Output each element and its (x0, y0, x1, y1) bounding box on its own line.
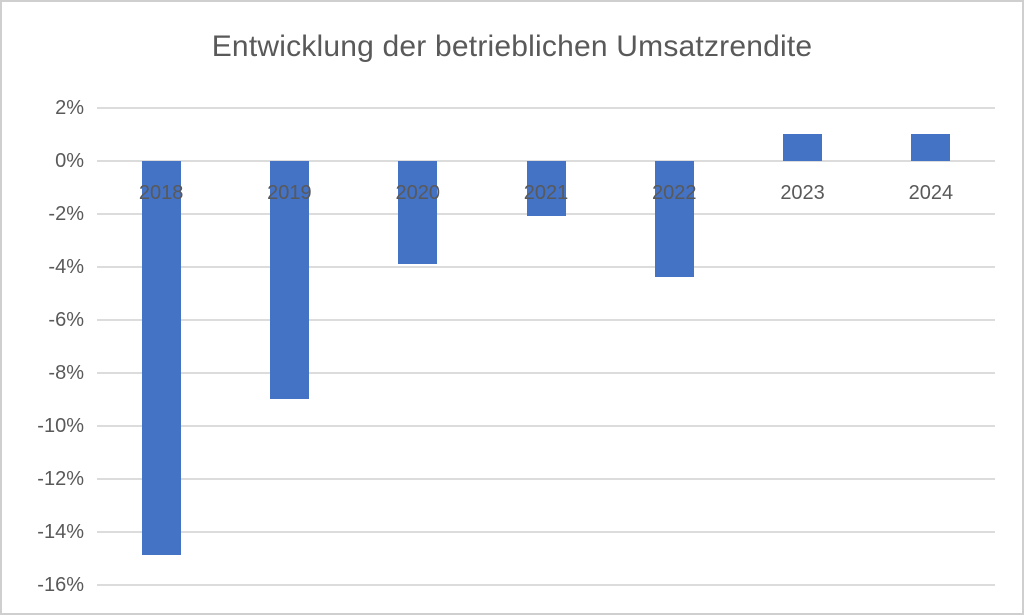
y-axis-tick-label: -10% (37, 414, 84, 437)
y-axis-tick-label: -8% (48, 361, 84, 384)
gridline (97, 477, 995, 480)
y-axis-tick-label: -2% (48, 202, 84, 225)
gridline (97, 371, 995, 374)
x-axis-label-2021: 2021 (523, 181, 569, 204)
bar-2022 (654, 160, 694, 278)
y-axis-tick-label: 0% (55, 149, 84, 172)
bar-2021 (526, 160, 566, 217)
x-axis-label-2018: 2018 (138, 181, 184, 204)
y-axis-tick-label: -4% (48, 255, 84, 278)
gridline (97, 424, 995, 427)
y-axis-tick-label: -12% (37, 467, 84, 490)
bar-2024 (911, 134, 951, 161)
x-axis-label-2019: 2019 (267, 181, 312, 204)
x-axis-label-2024: 2024 (908, 181, 954, 204)
gridline (97, 106, 995, 109)
x-axis-label-2023: 2023 (780, 181, 825, 204)
bar-2020 (398, 160, 438, 264)
chart-title: Entwicklung der betrieblichen Umsatzrend… (211, 30, 813, 63)
y-axis-tick-label: -6% (48, 308, 84, 331)
bar-2019 (269, 160, 309, 399)
y-axis-tick-label: -16% (37, 573, 84, 596)
x-axis-label-2022: 2022 (652, 181, 697, 204)
x-axis-label-2020: 2020 (395, 181, 440, 204)
y-axis-tick-label: 2% (55, 96, 84, 119)
y-axis-tick-label: -14% (37, 520, 84, 543)
bar-2023 (783, 134, 823, 161)
gridline (97, 318, 995, 321)
gridline (97, 265, 995, 268)
bar-2018 (141, 160, 181, 556)
gridline (97, 530, 995, 533)
gridline (97, 583, 995, 586)
